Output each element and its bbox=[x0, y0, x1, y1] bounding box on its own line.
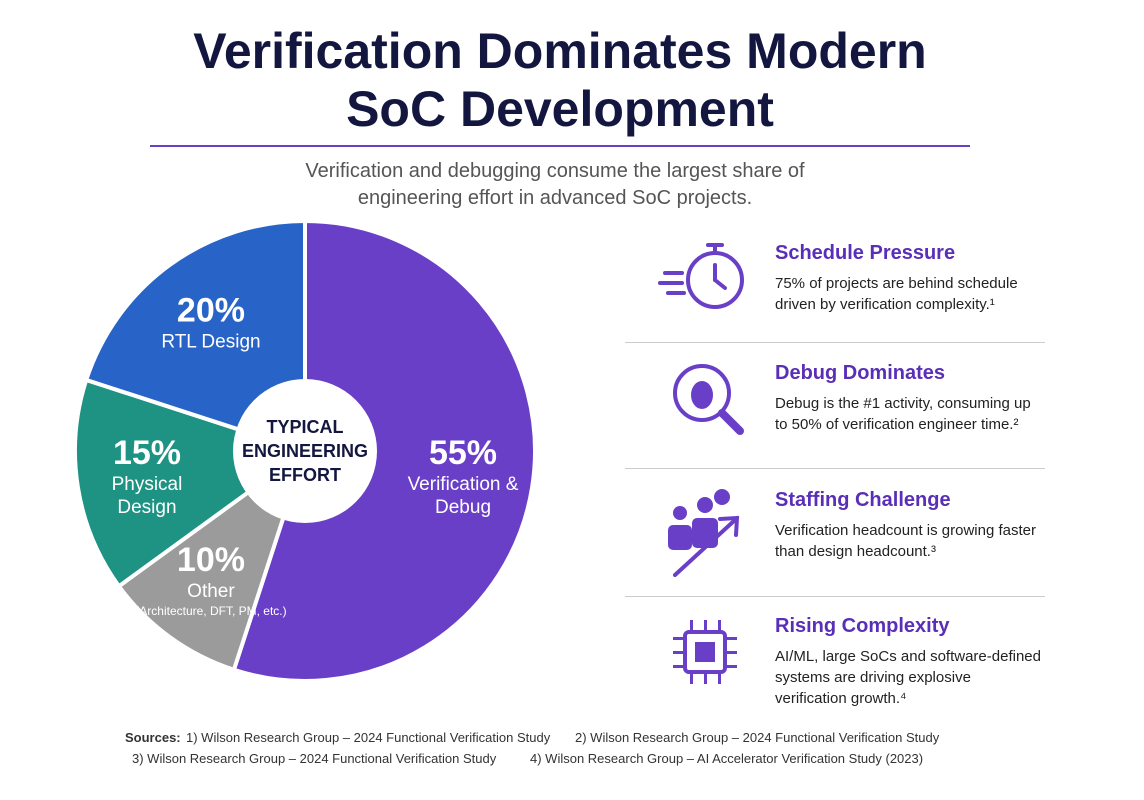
card: Rising Complexity AI/ML, large SoCs and s… bbox=[775, 615, 1045, 709]
card-text: Verification headcount is growing faster… bbox=[775, 522, 1036, 560]
card-title: Staffing Challenge bbox=[775, 489, 951, 511]
slice-name: Physical Design bbox=[111, 474, 183, 519]
sources-label: Sources: bbox=[125, 730, 181, 745]
pie-slice bbox=[83, 218, 307, 454]
slice-label: 10% Other (Architecture, DFT, PM, etc.) bbox=[135, 540, 286, 620]
source: 3) Wilson Research Group – 2024 Function… bbox=[132, 751, 497, 766]
card-divider bbox=[625, 468, 1045, 469]
source: 2) Wilson Research Group – 2024 Function… bbox=[575, 730, 940, 745]
slice-note: (Architecture, DFT, PM, etc.) bbox=[135, 604, 287, 619]
card-text: Debug is the #1 activity, consuming up t… bbox=[775, 395, 1031, 433]
card-divider bbox=[625, 596, 1045, 597]
card: Staffing Challenge Verification headcount… bbox=[775, 489, 1045, 562]
slice-percent: 55% bbox=[428, 434, 498, 473]
pie-slice bbox=[73, 377, 310, 589]
card-title: Schedule Pressure bbox=[775, 242, 956, 264]
slice-percent: 20% bbox=[176, 291, 245, 330]
card-divider bbox=[625, 342, 1045, 343]
card: Schedule Pressure 75% of projects are beh… bbox=[775, 242, 1045, 315]
slice-name: Other bbox=[187, 581, 235, 603]
divider bbox=[150, 145, 970, 147]
card-title: Rising Complexity bbox=[775, 615, 950, 637]
subtitle: Verification and debugging consume the l… bbox=[305, 160, 805, 209]
slice-label: 20% RTL Design bbox=[161, 290, 261, 353]
card: Debug Dominates Debug is the #1 activity,… bbox=[775, 362, 1045, 435]
card-text: 75% of projects are behind schedule driv… bbox=[775, 275, 1018, 313]
card-text: AI/ML, large SoCs and software-defined s… bbox=[775, 648, 1041, 707]
donut-hole bbox=[233, 379, 377, 523]
pie-chart bbox=[73, 218, 537, 683]
slice-percent: 15% bbox=[112, 434, 181, 473]
slice-label: 55% Verification & Debug bbox=[403, 433, 523, 519]
slice-name: RTL Design bbox=[161, 331, 261, 353]
slice-label: 15% Physical Design bbox=[97, 433, 197, 519]
title: Verification Dominates Modern SoC Develo… bbox=[193, 23, 927, 137]
icons bbox=[658, 243, 744, 684]
card-title: Debug Dominates bbox=[775, 362, 946, 384]
pie-slice bbox=[231, 218, 537, 683]
source: 4) Wilson Research Group – AI Accelerato… bbox=[530, 751, 924, 766]
slice-name: Verification & Debug bbox=[407, 474, 519, 519]
slice-percent: 10% bbox=[176, 541, 245, 580]
center-label: TYPICAL ENGINEERING EFFORT bbox=[241, 417, 369, 485]
source: 1) Wilson Research Group – 2024 Function… bbox=[186, 730, 551, 745]
